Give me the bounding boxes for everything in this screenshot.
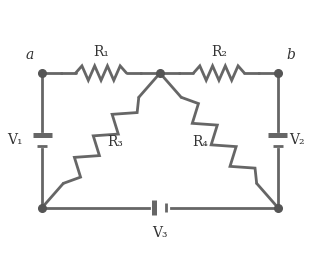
Text: a: a [25, 48, 34, 62]
Text: R₁: R₁ [93, 46, 109, 60]
Text: R₃: R₃ [108, 135, 123, 149]
Text: R₂: R₂ [211, 46, 227, 60]
Text: V₁: V₁ [7, 133, 23, 147]
Text: V₃: V₃ [152, 226, 168, 241]
Text: b: b [286, 48, 295, 62]
Text: R₄: R₄ [192, 135, 208, 149]
Text: V₂: V₂ [289, 133, 305, 147]
